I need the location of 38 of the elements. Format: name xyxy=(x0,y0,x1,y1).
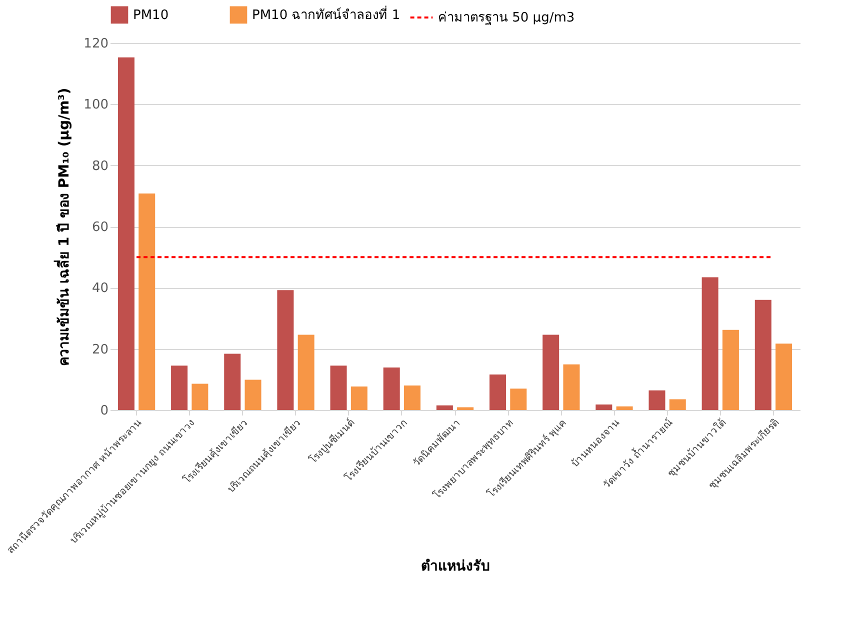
bar xyxy=(330,366,347,410)
y-tick-label: 80 xyxy=(92,158,108,174)
bar xyxy=(298,334,314,410)
bar xyxy=(669,399,686,410)
bar xyxy=(542,334,560,410)
bar xyxy=(648,390,666,410)
y-axis-title: ความเข้มข้น เฉลี่ย 1 ปี ของ PM₁₀ (µg/m³) xyxy=(54,88,73,366)
bar xyxy=(596,404,612,410)
bar xyxy=(776,344,792,410)
bar xyxy=(138,193,156,410)
y-tick-label: 60 xyxy=(92,220,108,235)
y-tick-label: 0 xyxy=(100,404,108,418)
bar xyxy=(457,407,474,410)
bar xyxy=(722,330,739,410)
legend-label: ค่ามาตรฐาน 50 µg/m3 xyxy=(438,10,575,26)
bar xyxy=(118,57,134,410)
bar xyxy=(490,374,506,410)
bar xyxy=(277,290,294,410)
bar xyxy=(702,277,718,410)
bar xyxy=(171,366,188,410)
bar xyxy=(350,386,368,410)
bar xyxy=(616,406,633,410)
legend-label: PM10 ฉากทัศน์จำลองที่ 1 xyxy=(252,6,400,23)
bar xyxy=(510,388,527,410)
y-tick-label: 40 xyxy=(92,281,108,296)
bar xyxy=(754,300,772,410)
bar xyxy=(192,384,208,410)
bar xyxy=(383,367,400,410)
bar xyxy=(404,386,420,410)
x-axis-title: ตำแหน่งรับ xyxy=(421,558,490,575)
bar xyxy=(224,354,241,410)
y-tick-label: 120 xyxy=(84,36,108,52)
bar xyxy=(563,364,580,410)
legend-label: PM10 xyxy=(133,8,169,23)
y-tick-label: 20 xyxy=(92,342,108,358)
bar xyxy=(436,405,453,410)
bar xyxy=(244,380,262,410)
y-tick-label: 100 xyxy=(84,98,108,113)
